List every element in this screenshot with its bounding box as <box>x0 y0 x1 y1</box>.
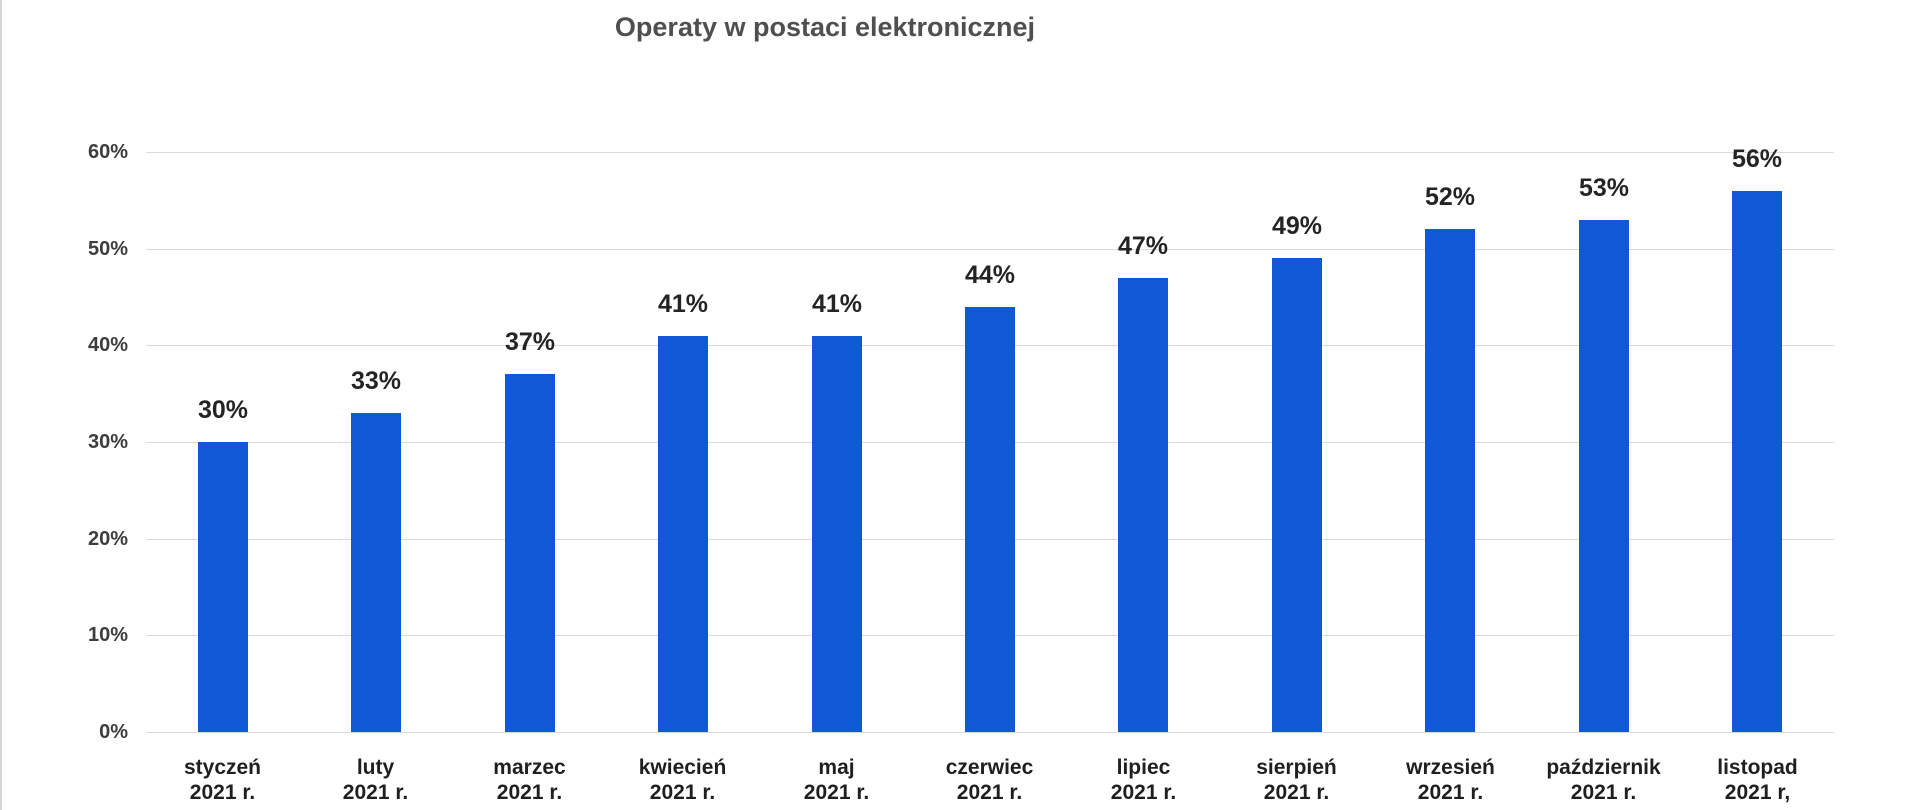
x-axis-category-label: sierpień 2021 r. <box>1220 755 1373 805</box>
bar-lipiec <box>1118 278 1168 732</box>
y-axis-tick-label: 30% <box>87 431 128 453</box>
y-axis-tick-label: 50% <box>87 238 128 260</box>
y-axis-tick-label: 60% <box>87 141 128 163</box>
bar-październik <box>1579 220 1629 732</box>
category-month: czerwiec <box>945 756 1034 779</box>
category-month: lipiec <box>1116 756 1171 779</box>
bar-value-label: 41% <box>811 290 863 318</box>
bar-value-label: 30% <box>197 396 249 424</box>
y-axis-tick-label: 40% <box>87 334 128 356</box>
category-year: 2021 r. <box>649 781 716 804</box>
bar-marzec <box>505 374 555 732</box>
bar-kwiecień <box>658 336 708 732</box>
x-axis-category-label: maj 2021 r. <box>760 755 913 805</box>
y-axis-tick-label: 0% <box>99 721 128 743</box>
bar-wrzesień <box>1425 229 1475 732</box>
bar-value-label: 41% <box>657 290 709 318</box>
x-axis-category-label: kwiecień 2021 r. <box>606 755 759 805</box>
category-month: wrzesień <box>1406 756 1495 779</box>
category-year: 2021 r. <box>189 781 256 804</box>
bar-czerwiec <box>965 307 1015 732</box>
bar-value-label: 47% <box>1117 232 1169 260</box>
category-month: marzec <box>493 756 566 779</box>
category-year: 2021 r. <box>956 781 1023 804</box>
category-year: 2021 r, <box>1724 781 1791 804</box>
category-month: listopad <box>1717 756 1798 779</box>
bar-value-label: 37% <box>504 328 556 356</box>
x-axis-category-label: lipiec 2021 r. <box>1067 755 1220 805</box>
y-axis-tick-label: 20% <box>87 528 128 550</box>
category-month: sierpień <box>1256 756 1337 779</box>
category-month: luty <box>356 756 395 779</box>
left-edge-border <box>0 0 2 810</box>
bar-value-label: 53% <box>1578 174 1630 202</box>
category-year: 2021 r. <box>342 781 409 804</box>
category-year: 2021 r. <box>1570 781 1637 804</box>
x-axis-category-label: wrzesień 2021 r. <box>1374 755 1527 805</box>
bar-listopad <box>1732 191 1782 732</box>
x-axis-category-label: marzec 2021 r. <box>453 755 606 805</box>
bar-value-label: 33% <box>350 367 402 395</box>
x-axis-category-label: luty 2021 r. <box>299 755 452 805</box>
x-axis-category-label: styczeń 2021 r. <box>146 755 299 805</box>
gridline-60 <box>146 152 1834 153</box>
category-month: październik <box>1546 756 1661 779</box>
category-year: 2021 r. <box>1263 781 1330 804</box>
x-axis-category-label: listopad 2021 r, <box>1681 755 1834 805</box>
bar-sierpień <box>1272 258 1322 732</box>
bar-value-label: 44% <box>964 261 1016 289</box>
y-axis-tick-label: 10% <box>87 624 128 646</box>
bar-luty <box>351 413 401 732</box>
gridline-50 <box>146 249 1834 250</box>
category-month: kwiecień <box>638 756 727 779</box>
bar-styczeń <box>198 442 248 732</box>
category-year: 2021 r. <box>496 781 563 804</box>
bar-maj <box>812 336 862 732</box>
category-year: 2021 r. <box>1110 781 1177 804</box>
chart-title: Operaty w postaci elektronicznej <box>614 12 1036 42</box>
x-axis-category-label: październik 2021 r. <box>1527 755 1680 805</box>
category-year: 2021 r. <box>1417 781 1484 804</box>
x-axis-category-label: czerwiec 2021 r. <box>913 755 1066 805</box>
bar-value-label: 49% <box>1271 212 1323 240</box>
category-year: 2021 r. <box>803 781 870 804</box>
category-month: maj <box>818 756 855 779</box>
bar-value-label: 52% <box>1424 183 1476 211</box>
category-month: styczeń <box>183 756 262 779</box>
gridline-0 <box>146 732 1834 733</box>
bar-value-label: 56% <box>1731 145 1783 173</box>
